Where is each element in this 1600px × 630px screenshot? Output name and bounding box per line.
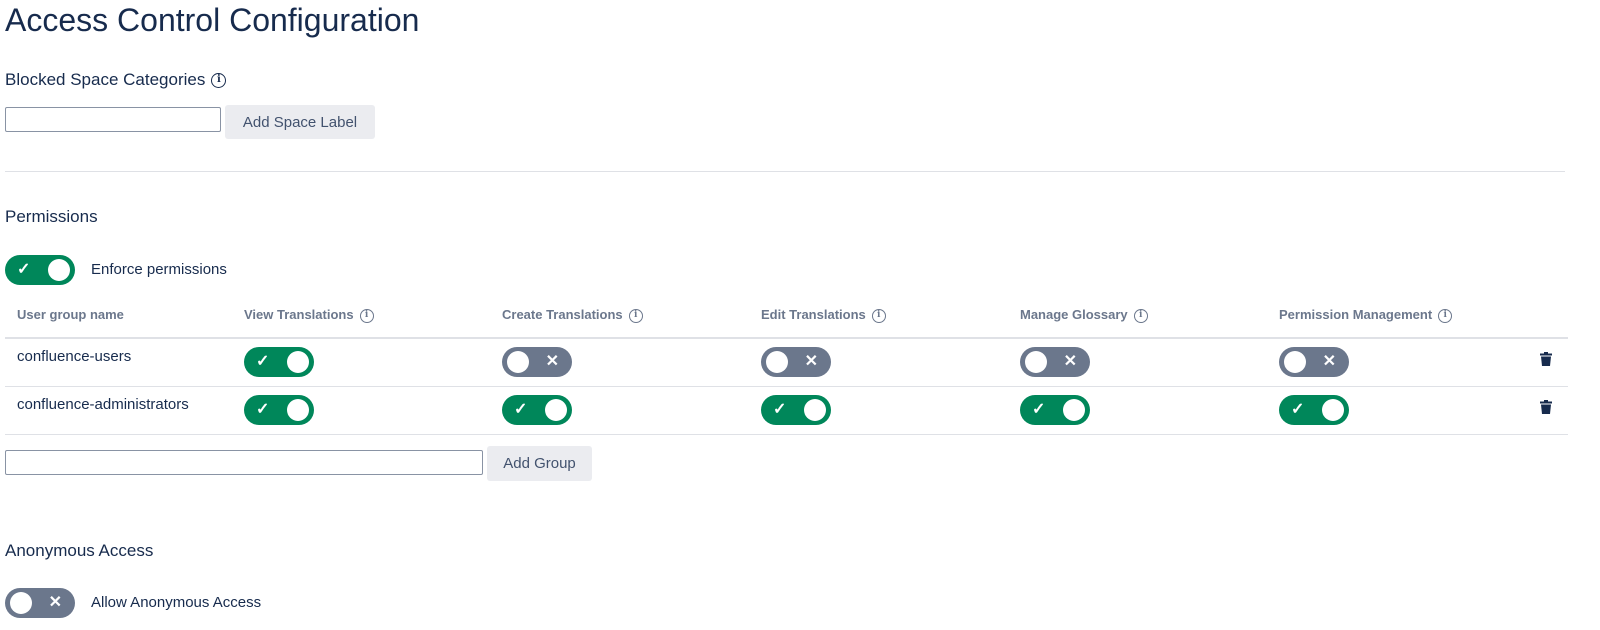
check-icon: ✓ (514, 401, 528, 418)
row-divider (5, 434, 1568, 435)
enforce-permissions-label: Enforce permissions (91, 261, 227, 278)
check-icon: ✓ (773, 401, 787, 418)
column-header: Edit Translations i (761, 307, 886, 323)
permission-toggle[interactable]: ✕ (502, 347, 572, 377)
permission-toggle[interactable]: ✕ (761, 347, 831, 377)
permission-toggle[interactable]: ✓ (502, 395, 572, 425)
group-input[interactable] (5, 450, 483, 475)
info-icon[interactable]: i (871, 308, 886, 323)
column-header-text: Permission Management (1279, 307, 1433, 322)
permission-toggle[interactable]: ✓ (761, 395, 831, 425)
column-header: Manage Glossary i (1020, 307, 1148, 323)
toggle-knob (287, 351, 309, 373)
anonymous-heading: Anonymous Access (5, 541, 154, 560)
trash-icon[interactable] (1540, 352, 1552, 366)
check-icon: ✓ (17, 261, 31, 278)
cross-icon: ✕ (48, 594, 62, 611)
column-header-text: Manage Glossary (1020, 307, 1128, 322)
permission-toggle[interactable]: ✕ (1020, 347, 1090, 377)
divider (5, 171, 1565, 172)
column-header: View Translations i (244, 307, 374, 323)
toggle-knob (507, 351, 529, 373)
toggle-knob (1063, 399, 1085, 421)
info-icon[interactable]: i (1133, 308, 1148, 323)
trash-icon[interactable] (1540, 400, 1552, 414)
permission-toggle[interactable]: ✓ (244, 395, 314, 425)
toggle-knob (1322, 399, 1344, 421)
row-divider (5, 386, 1568, 387)
group-name: confluence-administrators (17, 396, 189, 413)
cross-icon: ✕ (804, 353, 818, 370)
group-name: confluence-users (17, 348, 132, 365)
cross-icon: ✕ (545, 353, 559, 370)
permissions-heading: Permissions (5, 207, 98, 226)
blocked-heading-text: Blocked Space Categories (5, 70, 206, 89)
add-space-label-button[interactable]: Add Space Label (225, 105, 375, 139)
info-icon[interactable]: i (628, 308, 643, 323)
permission-toggle[interactable]: ✓ (1279, 395, 1349, 425)
toggle-knob (766, 351, 788, 373)
column-header: Permission Management i (1279, 307, 1453, 323)
toggle-knob (545, 399, 567, 421)
page-title: Access Control Configuration (5, 2, 420, 38)
column-header: User group name (17, 307, 124, 322)
space-label-input[interactable] (5, 107, 221, 132)
check-icon: ✓ (1291, 401, 1305, 418)
cross-icon: ✕ (1322, 353, 1336, 370)
blocked-heading: Blocked Space Categories i (5, 70, 227, 90)
cross-icon: ✕ (1063, 353, 1077, 370)
check-icon: ✓ (256, 353, 270, 370)
column-header-text: User group name (17, 307, 124, 322)
permission-toggle[interactable]: ✕ (1279, 347, 1349, 377)
add-group-button[interactable]: Add Group (487, 446, 592, 481)
header-divider (5, 337, 1568, 339)
check-icon: ✓ (256, 401, 270, 418)
info-icon[interactable]: i (1438, 308, 1453, 323)
info-icon[interactable]: i (211, 73, 227, 89)
column-header-text: Edit Translations (761, 307, 866, 322)
anonymous-access-label: Allow Anonymous Access (91, 594, 262, 611)
toggle-knob (287, 399, 309, 421)
anonymous-access-toggle[interactable]: ✕ (5, 588, 75, 618)
column-header-text: Create Translations (502, 307, 623, 322)
toggle-knob (1284, 351, 1306, 373)
column-header-text: View Translations (244, 307, 354, 322)
permission-toggle[interactable]: ✓ (244, 347, 314, 377)
check-icon: ✓ (1032, 401, 1046, 418)
enforce-permissions-toggle[interactable]: ✓ (5, 255, 75, 285)
toggle-knob (1025, 351, 1047, 373)
toggle-knob (48, 259, 70, 281)
column-header: Create Translations i (502, 307, 643, 323)
toggle-knob (10, 592, 32, 614)
info-icon[interactable]: i (359, 308, 374, 323)
permission-toggle[interactable]: ✓ (1020, 395, 1090, 425)
toggle-knob (804, 399, 826, 421)
